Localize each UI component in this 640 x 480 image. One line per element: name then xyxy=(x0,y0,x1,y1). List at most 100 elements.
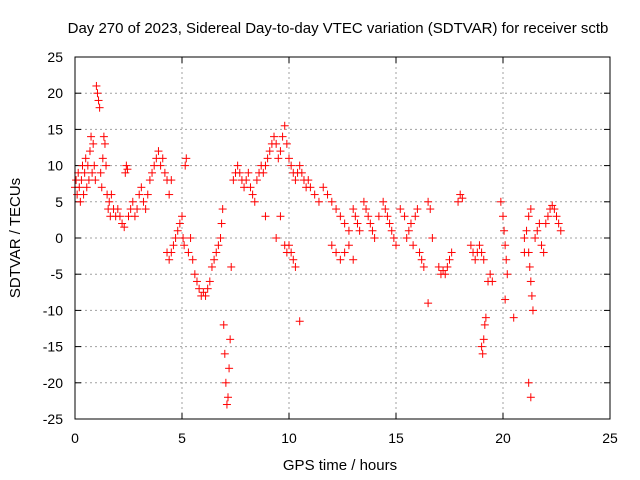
data-point xyxy=(370,234,379,242)
data-point xyxy=(466,241,475,250)
data-point xyxy=(340,219,349,228)
data-point xyxy=(447,248,456,257)
data-point xyxy=(90,161,99,170)
data-point xyxy=(344,226,353,235)
x-tick-label: 20 xyxy=(495,430,511,446)
data-point xyxy=(115,212,124,221)
data-point xyxy=(186,234,195,242)
y-tick-label: -20 xyxy=(43,375,63,391)
data-point xyxy=(88,168,97,177)
data-point xyxy=(272,234,281,242)
data-point xyxy=(327,241,336,250)
data-point xyxy=(233,161,242,170)
data-point xyxy=(426,205,435,214)
data-point xyxy=(145,176,154,185)
x-tick-label: 5 xyxy=(178,430,186,446)
data-point xyxy=(409,241,418,250)
data-point xyxy=(171,234,180,242)
data-point xyxy=(135,190,144,199)
data-point xyxy=(190,270,199,279)
data-point xyxy=(270,132,279,141)
data-point xyxy=(220,349,229,358)
data-point xyxy=(242,176,251,185)
y-tick-label: 0 xyxy=(55,230,63,246)
data-point xyxy=(502,255,511,264)
data-point xyxy=(235,168,244,177)
data-point xyxy=(195,284,204,293)
data-point xyxy=(89,139,98,148)
data-point xyxy=(304,176,313,185)
data-point xyxy=(349,255,358,264)
data-point xyxy=(107,190,116,199)
data-point xyxy=(123,165,132,174)
data-point xyxy=(499,212,507,221)
y-tick-label: 25 xyxy=(47,49,63,65)
data-point xyxy=(141,205,150,214)
data-point xyxy=(113,205,122,214)
data-point xyxy=(75,183,84,192)
data-point xyxy=(548,201,557,210)
data-point xyxy=(261,212,270,221)
data-point xyxy=(218,205,227,214)
data-point xyxy=(217,219,226,228)
y-tick-label: 5 xyxy=(55,194,63,210)
data-point xyxy=(404,226,413,235)
data-point xyxy=(336,212,345,221)
data-point xyxy=(392,241,400,250)
data-point xyxy=(133,205,142,214)
data-point xyxy=(178,212,186,221)
data-point xyxy=(366,219,375,228)
data-point xyxy=(353,219,362,228)
data-point xyxy=(396,205,405,214)
x-tick-label: 10 xyxy=(281,430,297,446)
data-point xyxy=(323,190,332,199)
data-point xyxy=(340,248,349,257)
data-point xyxy=(524,248,533,257)
data-point xyxy=(387,226,396,235)
data-point xyxy=(355,226,364,235)
data-point xyxy=(479,335,488,344)
data-point xyxy=(385,219,394,228)
data-point xyxy=(96,168,105,177)
y-axis-title: SDTVAR / TECUs xyxy=(7,178,24,298)
data-point xyxy=(374,212,383,221)
data-point xyxy=(419,262,428,271)
grid xyxy=(75,57,610,419)
data-point xyxy=(77,176,86,185)
data-point xyxy=(184,248,193,257)
data-point xyxy=(539,248,548,257)
data-point xyxy=(413,205,422,214)
data-point xyxy=(122,161,131,170)
data-point xyxy=(349,205,358,214)
data-point xyxy=(295,317,304,326)
data-point xyxy=(527,291,536,300)
data-point xyxy=(537,241,546,250)
data-point xyxy=(319,183,328,192)
data-point xyxy=(478,349,487,358)
data-point xyxy=(169,241,178,250)
data-point xyxy=(552,212,561,221)
data-point xyxy=(222,400,231,409)
data-point xyxy=(87,132,96,141)
data-point xyxy=(276,212,285,221)
data-point xyxy=(475,241,484,250)
data-point xyxy=(188,255,197,264)
data-point xyxy=(91,176,100,185)
data-point xyxy=(167,248,176,257)
data-point xyxy=(503,270,512,279)
data-point xyxy=(556,226,565,235)
data-point xyxy=(441,270,450,279)
data-point xyxy=(276,147,285,156)
data-point xyxy=(248,190,257,199)
data-point xyxy=(522,226,531,235)
data-point xyxy=(261,161,270,170)
data-point xyxy=(368,226,377,235)
data-point xyxy=(291,262,300,271)
data-point xyxy=(210,255,219,264)
data-point xyxy=(205,277,214,286)
data-point xyxy=(310,190,319,199)
data-point xyxy=(137,183,146,192)
y-tick-label: -15 xyxy=(43,339,63,355)
data-point xyxy=(212,248,221,257)
